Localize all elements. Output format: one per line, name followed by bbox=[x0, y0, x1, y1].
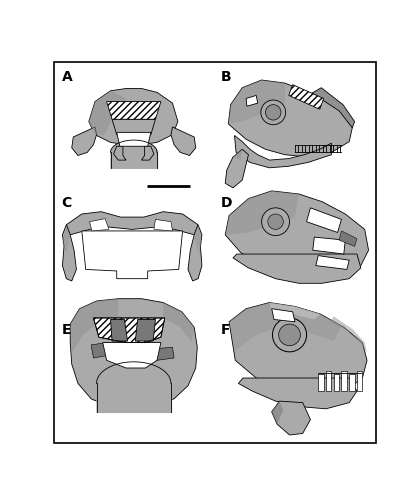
Polygon shape bbox=[62, 225, 76, 281]
Ellipse shape bbox=[261, 100, 286, 124]
Polygon shape bbox=[155, 347, 174, 360]
Bar bbox=[357, 371, 362, 391]
Polygon shape bbox=[194, 225, 202, 254]
Polygon shape bbox=[91, 342, 111, 358]
Polygon shape bbox=[316, 256, 349, 270]
Polygon shape bbox=[103, 342, 161, 368]
Polygon shape bbox=[171, 127, 196, 156]
Text: E: E bbox=[62, 324, 71, 338]
Polygon shape bbox=[163, 302, 194, 343]
Bar bbox=[318, 374, 323, 391]
Text: D: D bbox=[220, 196, 232, 210]
Polygon shape bbox=[106, 102, 161, 119]
Text: B: B bbox=[220, 70, 231, 84]
Ellipse shape bbox=[268, 214, 283, 230]
Polygon shape bbox=[269, 302, 321, 320]
Polygon shape bbox=[312, 88, 354, 128]
Polygon shape bbox=[114, 146, 126, 160]
Text: A: A bbox=[62, 70, 72, 84]
Polygon shape bbox=[289, 84, 323, 110]
Polygon shape bbox=[112, 120, 155, 134]
Polygon shape bbox=[272, 401, 283, 424]
Polygon shape bbox=[233, 150, 242, 160]
Polygon shape bbox=[228, 80, 285, 124]
Polygon shape bbox=[238, 378, 357, 409]
Polygon shape bbox=[225, 150, 248, 188]
Polygon shape bbox=[272, 401, 310, 435]
Polygon shape bbox=[330, 316, 367, 352]
Ellipse shape bbox=[272, 318, 307, 352]
Polygon shape bbox=[272, 308, 295, 322]
Text: C: C bbox=[62, 196, 72, 210]
Polygon shape bbox=[229, 302, 341, 350]
Polygon shape bbox=[246, 96, 258, 106]
Polygon shape bbox=[82, 231, 183, 278]
Polygon shape bbox=[225, 191, 299, 235]
Polygon shape bbox=[307, 208, 341, 233]
Polygon shape bbox=[89, 91, 126, 134]
Polygon shape bbox=[225, 191, 369, 278]
Polygon shape bbox=[90, 218, 109, 231]
Polygon shape bbox=[66, 212, 198, 235]
Bar bbox=[349, 374, 354, 391]
Bar bbox=[326, 371, 331, 391]
Polygon shape bbox=[70, 298, 197, 409]
Ellipse shape bbox=[279, 324, 300, 345]
Polygon shape bbox=[135, 320, 155, 341]
Polygon shape bbox=[111, 320, 127, 341]
Polygon shape bbox=[228, 80, 352, 157]
Polygon shape bbox=[89, 88, 178, 144]
Polygon shape bbox=[229, 302, 367, 396]
Bar bbox=[341, 371, 347, 391]
Ellipse shape bbox=[266, 104, 281, 120]
Polygon shape bbox=[142, 146, 154, 160]
Bar bbox=[334, 374, 339, 391]
Polygon shape bbox=[339, 231, 357, 246]
Polygon shape bbox=[93, 318, 165, 342]
Ellipse shape bbox=[261, 208, 290, 236]
Polygon shape bbox=[62, 225, 70, 254]
Polygon shape bbox=[154, 220, 173, 231]
Polygon shape bbox=[235, 136, 331, 168]
Text: F: F bbox=[220, 324, 230, 338]
Polygon shape bbox=[233, 254, 361, 284]
Polygon shape bbox=[72, 127, 96, 156]
Polygon shape bbox=[70, 298, 118, 352]
Polygon shape bbox=[188, 225, 202, 281]
Polygon shape bbox=[117, 132, 151, 146]
Polygon shape bbox=[313, 237, 345, 254]
